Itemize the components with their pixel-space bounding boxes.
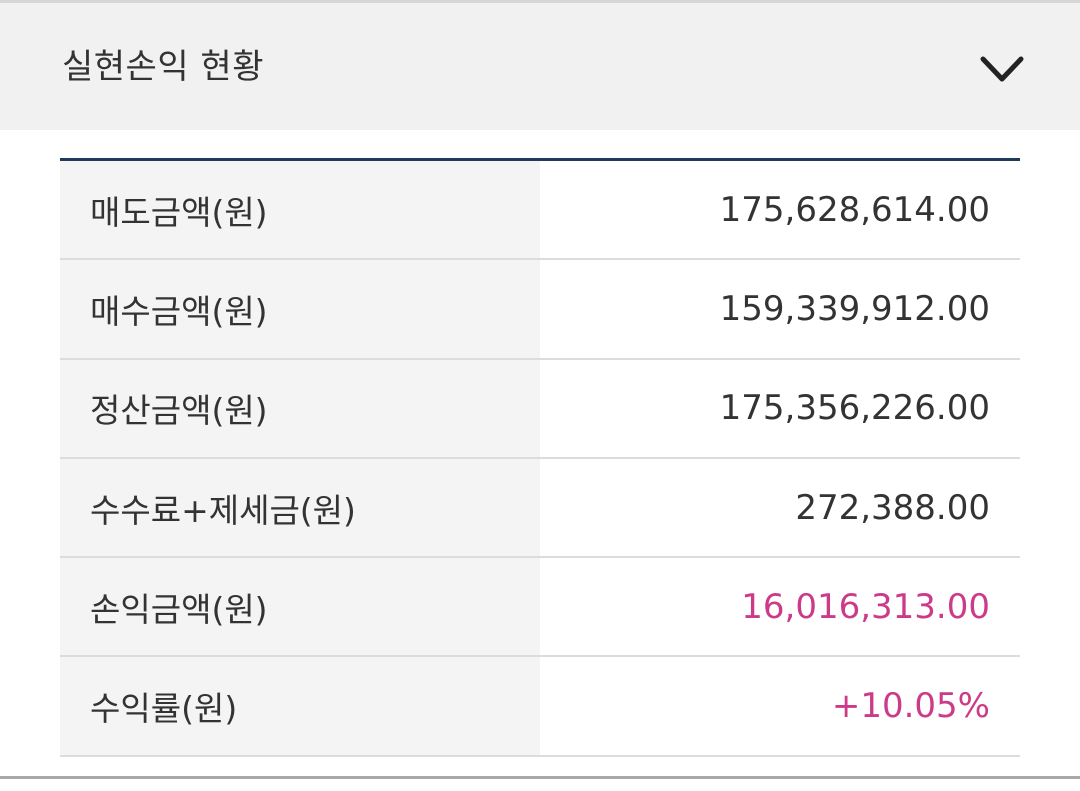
row-label: 수익률(원) — [60, 657, 540, 755]
table-row-settlement-amount: 정산금액(원) 175,356,226.00 — [60, 359, 1020, 459]
table-row-sell-amount: 매도금액(원) 175,628,614.00 — [60, 161, 1020, 261]
table-row-fees-taxes: 수수료+제세금(원) 272,388.00 — [60, 458, 1020, 559]
row-value: 175,356,226.00 — [540, 359, 1020, 457]
row-value: 175,628,614.00 — [540, 161, 1020, 259]
bottom-divider — [0, 776, 1080, 779]
chevron-down-icon[interactable] — [978, 51, 1026, 87]
section-header-toggle[interactable]: 실현손익 현황 — [0, 3, 1080, 130]
section-title: 실현손익 현황 — [62, 47, 264, 87]
table-row-profit-amount: 손익금액(원) 16,016,313.00 — [60, 558, 1020, 658]
row-value: 272,388.00 — [540, 458, 1020, 557]
row-label: 정산금액(원) — [60, 359, 540, 457]
table-row-return-rate: 수익률(원) +10.05% — [60, 657, 1020, 757]
row-label: 매도금액(원) — [60, 161, 540, 259]
row-label: 수수료+제세금(원) — [60, 458, 540, 557]
row-label: 손익금액(원) — [60, 558, 540, 656]
pnl-summary-table: 매도금액(원) 175,628,614.00 매수금액(원) 159,339,9… — [60, 158, 1020, 757]
table-row-buy-amount: 매수금액(원) 159,339,912.00 — [60, 260, 1020, 360]
top-divider — [0, 0, 1080, 3]
row-value-return-rate: +10.05% — [540, 657, 1020, 755]
row-label: 매수금액(원) — [60, 260, 540, 358]
row-value: 159,339,912.00 — [540, 260, 1020, 358]
row-value-profit: 16,016,313.00 — [540, 558, 1020, 656]
